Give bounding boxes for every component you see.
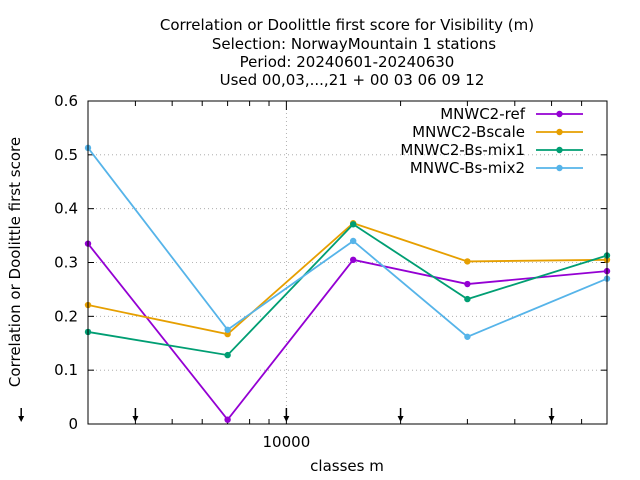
data-point [349,221,357,228]
plot-frame [87,100,608,425]
data-point [464,280,471,288]
series-lines [84,144,611,423]
title-line: Used 00,03,...,21 + 00 03 06 09 12 [220,71,485,89]
x-tick-label: 10000 [263,433,311,451]
arrow-marker-head [18,416,25,422]
data-point [224,416,231,423]
y-tick-label: 0.1 [54,361,78,379]
y-tick-label: 0 [68,415,78,433]
data-point [464,295,471,303]
data-point [224,326,231,333]
legend-marker [556,110,563,118]
arrow-marker-head [132,416,139,422]
data-point [349,256,357,264]
y-tick-label: 0.3 [54,254,78,272]
series-line [87,147,608,338]
legend-label: MNWC2-Bscale [412,123,525,141]
legend-label: MNWC2-ref [440,105,525,123]
arrow-markers [18,408,555,422]
x-axis-label: classes m [310,457,384,475]
title-line: Correlation or Doolittle first score for… [160,16,534,34]
x-axis-ticks: 10000 [134,101,583,451]
legend-label: MNWC2-Bs-mix1 [400,141,525,159]
legend-marker [556,146,563,154]
title-line: Selection: NorwayMountain 1 stations [212,35,496,53]
y-axis-label: Correlation or Doolittle first score [6,137,24,387]
arrow-marker-head [548,416,555,422]
data-point [464,333,471,340]
y-tick-label: 0.2 [54,307,78,325]
data-point [464,258,471,265]
legend: MNWC2-refMNWC2-BscaleMNWC2-Bs-mix1MNWC-B… [400,105,583,177]
y-tick-label: 0.5 [54,146,78,164]
legend-label: MNWC-Bs-mix2 [410,159,525,177]
title-line: Period: 20240601-20240630 [240,53,455,71]
legend-marker [556,164,563,172]
grid [88,101,607,424]
data-point [224,351,231,359]
y-tick-label: 0.4 [54,200,78,218]
series-line [87,243,608,422]
y-tick-label: 0.6 [54,92,78,110]
data-point [349,237,357,245]
chart-title: Correlation or Doolittle first score for… [160,16,534,89]
arrow-marker-head [283,416,290,422]
legend-marker [556,128,563,136]
arrow-marker-head [397,416,404,422]
